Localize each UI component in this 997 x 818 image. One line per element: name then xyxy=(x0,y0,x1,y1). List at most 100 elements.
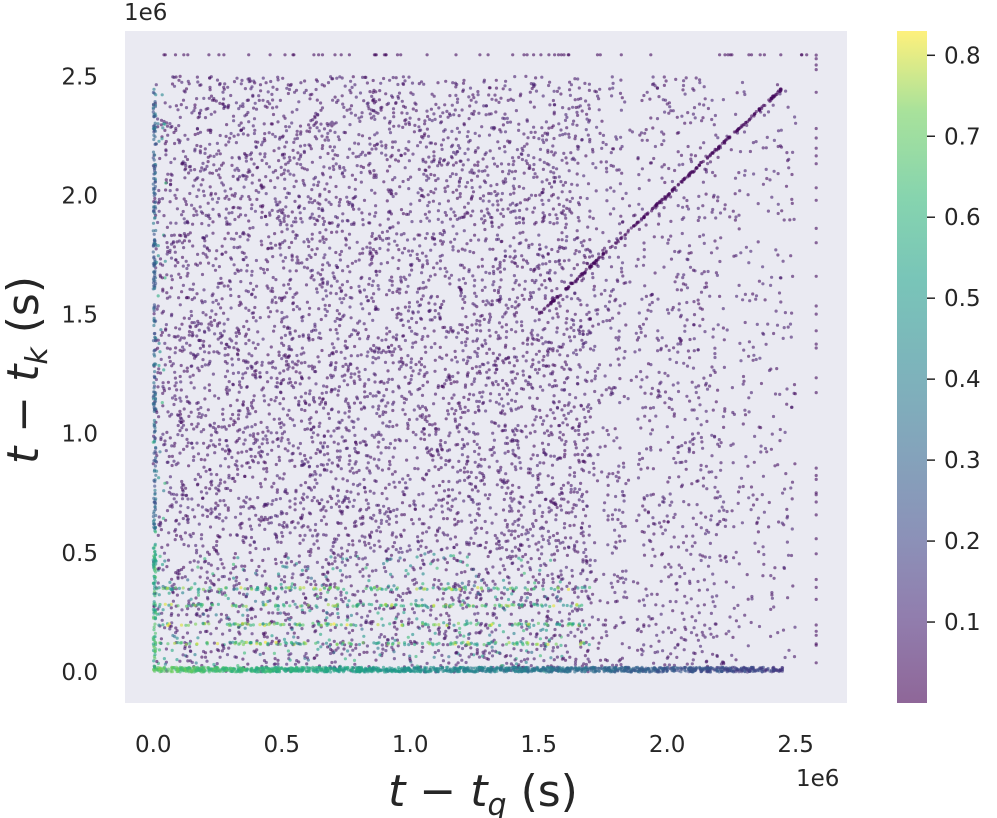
data-point xyxy=(640,456,645,460)
data-point xyxy=(368,112,372,116)
data-point xyxy=(716,323,720,327)
data-point xyxy=(225,385,229,389)
data-point xyxy=(446,582,450,586)
data-point xyxy=(792,217,796,221)
data-point xyxy=(452,210,456,214)
data-point xyxy=(743,173,747,177)
data-point xyxy=(313,116,317,120)
data-point xyxy=(220,297,224,301)
data-point xyxy=(596,453,600,457)
data-point xyxy=(603,374,607,378)
data-point xyxy=(447,276,451,280)
data-point xyxy=(511,201,515,205)
data-point xyxy=(550,150,554,154)
data-point xyxy=(196,565,200,569)
data-point xyxy=(476,405,480,409)
data-point xyxy=(372,144,377,148)
data-point xyxy=(253,209,257,213)
data-point xyxy=(475,605,479,609)
data-point xyxy=(191,288,195,292)
data-point xyxy=(619,521,623,525)
data-point xyxy=(204,486,208,490)
data-point xyxy=(242,442,246,446)
data-point xyxy=(279,582,283,586)
data-point xyxy=(224,516,228,520)
data-point xyxy=(462,266,466,270)
data-point xyxy=(205,491,209,495)
data-point xyxy=(776,202,780,206)
data-point xyxy=(342,115,346,119)
data-point xyxy=(320,134,324,138)
data-point xyxy=(476,163,480,167)
data-point xyxy=(494,649,498,654)
data-point xyxy=(182,239,187,243)
data-point xyxy=(174,626,178,630)
data-point xyxy=(196,422,200,426)
data-point xyxy=(427,433,431,437)
data-point xyxy=(258,482,263,486)
data-point xyxy=(391,178,395,182)
data-point xyxy=(451,465,455,469)
data-point xyxy=(585,577,589,582)
data-point xyxy=(513,433,517,437)
data-point xyxy=(343,596,347,600)
data-point xyxy=(385,199,389,203)
data-point xyxy=(271,591,276,595)
data-point xyxy=(202,194,206,198)
data-point xyxy=(570,318,574,322)
data-point xyxy=(602,508,606,512)
data-point xyxy=(351,75,355,79)
data-point xyxy=(498,260,502,264)
data-point xyxy=(468,513,472,517)
data-point xyxy=(401,591,405,596)
data-point xyxy=(379,262,383,266)
data-point xyxy=(433,315,437,319)
data-point xyxy=(330,230,334,234)
data-point xyxy=(321,144,325,148)
data-point xyxy=(610,513,615,517)
data-point xyxy=(648,406,653,410)
data-point xyxy=(735,91,739,95)
data-point xyxy=(475,354,480,358)
data-point xyxy=(577,250,582,254)
data-point xyxy=(282,266,286,270)
data-point xyxy=(524,424,528,428)
data-point xyxy=(617,335,621,339)
data-point xyxy=(557,424,561,428)
data-point xyxy=(343,84,347,88)
data-point xyxy=(699,290,704,294)
data-point xyxy=(476,432,480,436)
data-point xyxy=(201,236,205,240)
data-point xyxy=(203,397,207,401)
data-point xyxy=(207,351,211,355)
data-point xyxy=(395,289,399,294)
data-point xyxy=(702,270,706,274)
data-point xyxy=(314,87,318,92)
data-point xyxy=(622,281,626,285)
data-point xyxy=(695,417,699,421)
data-point xyxy=(683,121,687,125)
data-point xyxy=(382,562,386,566)
data-point xyxy=(528,431,533,435)
data-point xyxy=(180,349,184,353)
data-point xyxy=(231,562,236,567)
data-point xyxy=(535,175,539,179)
data-point xyxy=(287,344,291,349)
data-point xyxy=(284,125,288,129)
data-point xyxy=(167,387,171,391)
data-point xyxy=(555,287,559,291)
data-point xyxy=(399,534,403,539)
data-point xyxy=(267,165,271,169)
data-point xyxy=(317,336,321,340)
data-point xyxy=(587,524,592,528)
data-point xyxy=(591,216,595,220)
data-point xyxy=(552,222,556,226)
data-point xyxy=(341,364,345,368)
data-point xyxy=(442,299,446,303)
data-point xyxy=(322,533,326,537)
data-point xyxy=(367,574,371,578)
data-point xyxy=(227,646,231,650)
data-point xyxy=(203,151,207,155)
data-point xyxy=(237,496,241,500)
data-point xyxy=(519,429,523,433)
